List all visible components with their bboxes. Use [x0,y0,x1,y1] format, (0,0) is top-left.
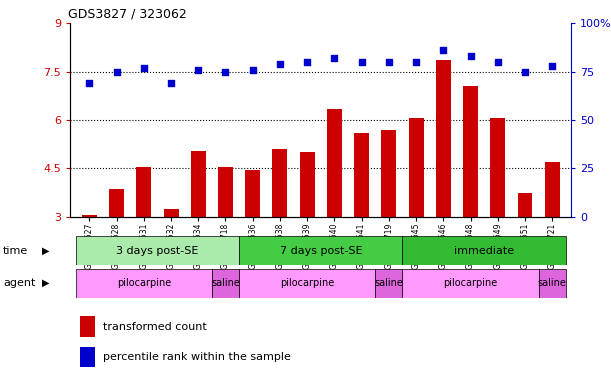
Bar [239,236,403,265]
Point [302,59,312,65]
Point [248,66,258,73]
Point [329,55,339,61]
Text: agent: agent [3,278,35,288]
Text: ▶: ▶ [42,245,49,256]
Text: saline: saline [211,278,240,288]
Bar [218,167,233,217]
Bar [164,209,178,217]
Bar [76,269,212,298]
Bar [409,118,423,217]
Point [139,65,148,71]
Bar [403,269,539,298]
Point [466,53,475,59]
Point [520,68,530,74]
Text: ▶: ▶ [42,278,49,288]
Bar [463,86,478,217]
Bar [191,151,206,217]
Point [357,59,367,65]
Text: immediate: immediate [454,245,514,256]
Point [84,80,94,86]
Bar [327,109,342,217]
Text: transformed count: transformed count [103,321,207,331]
Bar [375,269,403,298]
Point [547,63,557,69]
Point [193,66,203,73]
Bar [80,316,95,337]
Bar [239,269,375,298]
Point [439,47,448,53]
Text: 7 days post-SE: 7 days post-SE [279,245,362,256]
Text: percentile rank within the sample: percentile rank within the sample [103,352,291,362]
Bar [539,269,566,298]
Point [112,68,122,74]
Text: pilocarpine: pilocarpine [444,278,498,288]
Point [275,61,285,67]
Bar [518,193,532,217]
Point [166,80,176,86]
Text: saline: saline [375,278,403,288]
Bar [436,60,451,217]
Bar [381,130,397,217]
Text: saline: saline [538,278,566,288]
Point [493,59,503,65]
Text: pilocarpine: pilocarpine [280,278,334,288]
Point [384,59,393,65]
Bar [82,215,97,217]
Text: GDS3827 / 323062: GDS3827 / 323062 [68,7,186,20]
Bar [80,347,95,367]
Text: 3 days post-SE: 3 days post-SE [116,245,199,256]
Bar [273,149,287,217]
Point [221,68,230,74]
Bar [212,269,239,298]
Bar [490,118,505,217]
Bar [76,236,239,265]
Bar [245,170,260,217]
Bar [136,167,152,217]
Bar [299,152,315,217]
Text: pilocarpine: pilocarpine [117,278,171,288]
Bar [545,162,560,217]
Bar [354,133,369,217]
Text: time: time [3,245,28,256]
Bar [403,236,566,265]
Point [411,59,421,65]
Bar [109,189,124,217]
